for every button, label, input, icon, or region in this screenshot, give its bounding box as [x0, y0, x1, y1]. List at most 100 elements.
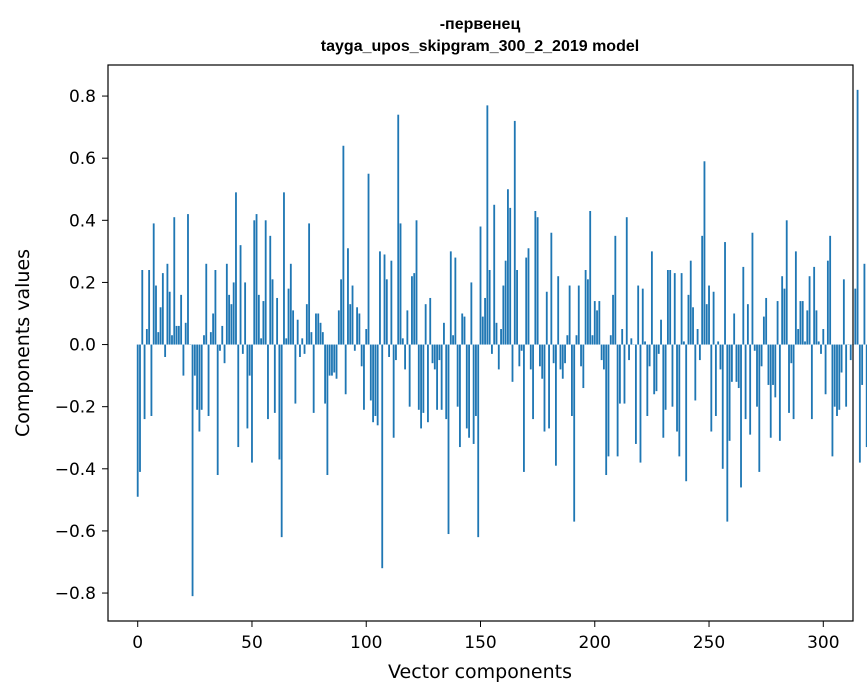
bar — [733, 313, 736, 345]
bar — [289, 263, 292, 345]
bar — [196, 344, 199, 410]
bar — [525, 257, 528, 345]
bar — [406, 310, 409, 345]
bar — [614, 235, 617, 345]
bar — [584, 270, 587, 345]
bar — [532, 344, 534, 420]
bar — [662, 344, 665, 438]
bar — [255, 214, 258, 345]
bar — [207, 344, 210, 416]
bar — [666, 270, 669, 345]
bar — [561, 344, 564, 379]
bar — [646, 344, 649, 416]
bar — [660, 319, 662, 345]
bar — [513, 120, 516, 345]
bar — [696, 329, 699, 345]
bar — [374, 344, 377, 416]
bar — [845, 344, 848, 407]
bar — [198, 344, 201, 432]
bar — [399, 223, 402, 345]
bar — [586, 279, 589, 345]
bar — [155, 285, 157, 345]
bar — [623, 344, 626, 404]
bar — [799, 301, 802, 345]
bar — [390, 260, 393, 345]
bar — [193, 344, 196, 376]
bar — [694, 344, 697, 401]
bar — [625, 217, 628, 345]
bar — [232, 282, 235, 345]
bar — [408, 344, 411, 407]
bar — [607, 344, 610, 457]
bar — [776, 301, 779, 345]
bar — [424, 304, 427, 345]
bar — [504, 260, 507, 345]
bar — [248, 344, 251, 376]
bar — [246, 344, 249, 429]
bar — [618, 344, 621, 404]
bar — [395, 344, 397, 361]
bar — [475, 344, 477, 416]
bar — [708, 285, 710, 345]
bar — [767, 344, 770, 385]
y-tick-label: −0.8 — [55, 584, 96, 604]
bar — [712, 291, 715, 345]
bar — [205, 263, 208, 345]
bar — [171, 335, 173, 345]
bar — [335, 344, 338, 379]
bar — [143, 344, 146, 420]
bar — [628, 344, 630, 361]
bar — [447, 344, 450, 535]
bar — [742, 266, 745, 345]
bar — [303, 344, 306, 354]
bar — [831, 344, 834, 457]
bar — [230, 304, 233, 345]
bar — [564, 344, 566, 364]
bar — [769, 344, 772, 438]
bar — [452, 335, 454, 345]
bar — [347, 248, 349, 345]
bar — [438, 344, 441, 361]
bar — [804, 341, 806, 345]
bar — [381, 344, 384, 569]
bar — [648, 344, 651, 367]
bar — [251, 344, 253, 463]
bar — [575, 335, 578, 345]
bar — [308, 223, 311, 345]
bar — [689, 260, 692, 345]
bar — [566, 335, 569, 345]
bar — [223, 344, 226, 364]
bar — [637, 285, 640, 345]
bar — [673, 273, 676, 345]
bar — [701, 235, 704, 345]
bar — [276, 297, 279, 345]
bar — [141, 270, 144, 345]
bar — [470, 282, 473, 345]
bar — [200, 344, 203, 410]
bar — [815, 310, 818, 345]
bar — [481, 316, 484, 345]
bar — [813, 266, 816, 345]
bar — [772, 344, 774, 385]
y-tick-label: −0.4 — [55, 460, 96, 480]
bar — [570, 344, 573, 416]
bar — [829, 235, 832, 345]
bar — [507, 189, 509, 345]
bar — [536, 217, 539, 345]
bar — [269, 235, 272, 345]
bar — [687, 294, 690, 345]
bar — [861, 344, 864, 385]
bar — [365, 329, 368, 345]
bar — [500, 329, 502, 345]
bar — [721, 344, 724, 469]
bar — [273, 344, 276, 413]
bar — [173, 217, 176, 345]
bar — [710, 344, 713, 432]
y-tick-label: 0.2 — [69, 273, 96, 293]
bar — [836, 344, 838, 416]
bar — [593, 301, 596, 345]
bar — [328, 344, 331, 376]
bar — [244, 282, 247, 345]
bars-group — [136, 89, 867, 597]
